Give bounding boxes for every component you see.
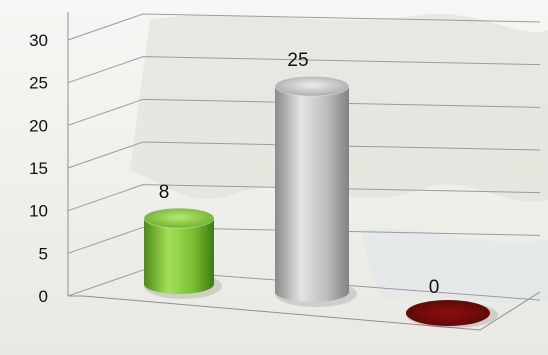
- floor-edge: [479, 291, 541, 331]
- data-labels: 8 25 0: [159, 50, 440, 298]
- data-label: 25: [287, 50, 308, 71]
- bar-top: [274, 75, 350, 97]
- y-axis-tick-labels: 0 5 10 15 20 25 30: [29, 31, 48, 306]
- bar: [275, 86, 349, 302]
- bars: [143, 75, 498, 328]
- gridline: [67, 226, 541, 254]
- y-tick-label: 5: [39, 244, 48, 263]
- gridline: [67, 184, 541, 212]
- y-tick-label: 15: [29, 159, 48, 178]
- y-tick-label: 25: [29, 74, 48, 93]
- data-label: 8: [159, 182, 170, 203]
- bar: [144, 218, 214, 294]
- y-tick-label: 10: [29, 202, 48, 221]
- gridline: [67, 269, 541, 301]
- data-label: 0: [429, 277, 440, 298]
- gridline: [67, 98, 541, 126]
- background-map-shape: [360, 227, 548, 303]
- gridlines: [67, 12, 541, 331]
- floor-edge: [68, 295, 481, 331]
- bar: [406, 300, 490, 326]
- gridline: [67, 13, 541, 41]
- gridline: [67, 56, 541, 84]
- gridline: [67, 141, 541, 169]
- y-tick-label: 30: [29, 31, 48, 50]
- bar-top: [143, 207, 215, 229]
- y-tick-label: 0: [39, 287, 48, 306]
- y-tick-label: 20: [29, 116, 48, 135]
